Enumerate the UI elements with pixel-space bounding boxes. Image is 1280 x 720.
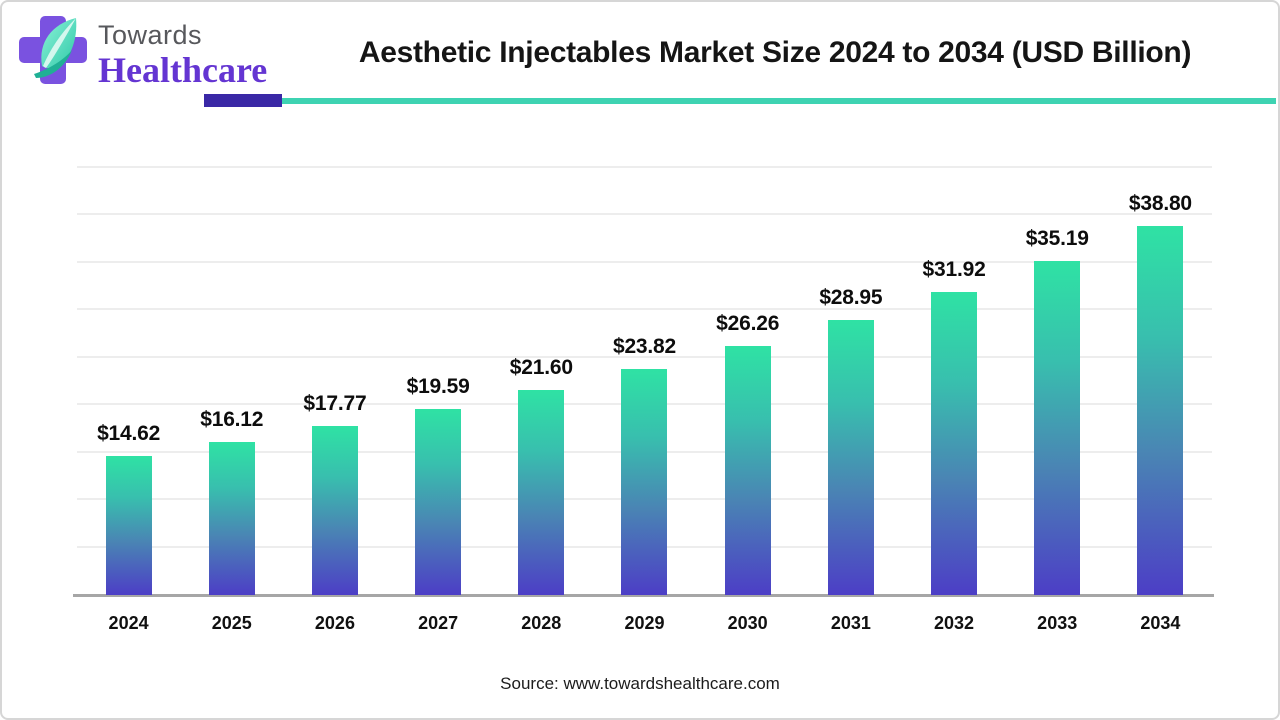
bar-slot: $17.77 2026 [283,142,386,633]
bar-value-label: $31.92 [922,257,986,281]
header-rule-purple [204,94,282,107]
bar-value-label: $38.80 [1128,192,1192,216]
bar-slot: $21.60 2028 [490,142,593,633]
x-axis-label-2026: 2026 [314,613,355,633]
gridline [77,260,1212,263]
bar-2028 [518,389,565,595]
logo-healthcare: Healthcare [98,50,268,90]
bar-value-label: $23.82 [612,334,676,358]
x-axis-label-2034: 2034 [1140,613,1181,633]
gridline [77,165,1212,168]
gridline [77,355,1212,358]
x-axis-label-2031: 2031 [830,613,871,633]
bar-value-label: $28.95 [819,285,883,309]
x-axis-label-2025: 2025 [211,613,252,633]
bar-slot: $38.80 2034 [1109,142,1212,633]
bar-slot: $14.62 2024 [77,142,180,633]
page-title: Aesthetic Injectables Market Size 2024 t… [358,36,1192,69]
towards-healthcare-logo: Towards Healthcare [18,12,267,88]
bar-slot: $28.95 2031 [799,142,902,633]
bar-value-label: $16.12 [200,407,264,431]
bar-2029 [621,368,668,595]
bar-slot: $16.12 2025 [180,142,283,633]
gridline [77,308,1212,310]
x-axis-line [73,594,1214,597]
bar-2034 [1137,226,1184,595]
bar-2024 [105,456,152,595]
x-axis-label-2028: 2028 [521,613,562,633]
x-axis-label-2030: 2030 [727,613,768,633]
logo-cross-leaf-icon [18,12,90,88]
source-note: Source: www.towardshealthcare.com [500,674,780,693]
header-rule-teal [282,98,1276,104]
x-axis-label-2032: 2032 [934,613,975,633]
bar-2026 [311,426,358,595]
bar-slot: $35.19 2033 [1006,142,1109,633]
bar-2027 [415,408,462,595]
bar-value-label: $35.19 [1025,226,1089,250]
x-axis-label-2033: 2033 [1037,613,1078,633]
bar-2031 [827,319,874,595]
logo-towards: Towards [98,20,203,50]
gridline [77,213,1212,215]
bar-2032 [931,291,978,595]
plot-area: $14.62 2024 $16.12 2025 $17.77 2026 $19.59 2027… [73,142,1214,633]
bar-value-label: $17.77 [303,392,367,416]
bar-2033 [1034,260,1081,595]
bar-slot: $19.59 2027 [387,142,490,633]
bar-slot: $23.82 2029 [593,142,696,633]
x-axis-label-2027: 2027 [418,613,459,633]
bar-value-label: $26.26 [716,311,780,335]
bar-slot: $31.92 2032 [902,142,1005,633]
bar-slot: $26.26 2030 [696,142,799,633]
bar-2025 [208,441,255,595]
bar-2030 [724,345,771,595]
x-axis-label-2024: 2024 [108,613,149,633]
x-axis-label-2029: 2029 [624,613,665,633]
logo-text: Towards Healthcare [98,20,268,90]
bar-value-label: $19.59 [406,374,470,398]
bar-value-label: $21.60 [509,355,573,379]
bar-value-label: $14.62 [97,422,161,446]
